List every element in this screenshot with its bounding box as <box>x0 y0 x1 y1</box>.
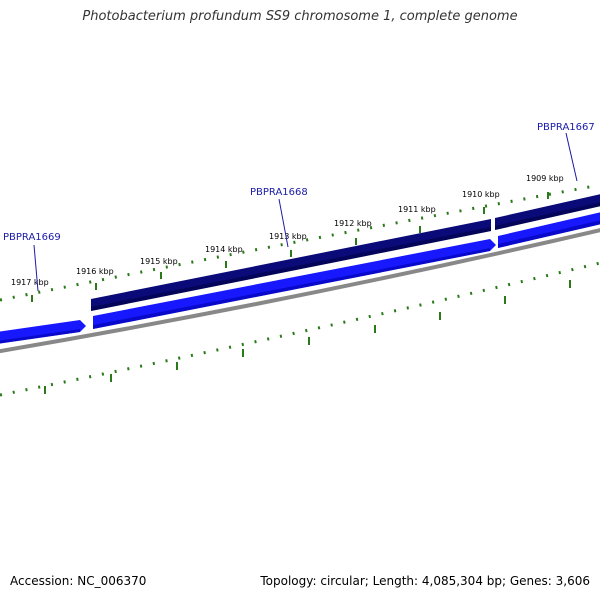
inner-major-ticks <box>44 280 571 394</box>
kbp-label: 1909 kbp <box>526 174 564 183</box>
accession-text: Accession: NC_006370 <box>10 574 147 588</box>
genome-backbone <box>0 228 600 354</box>
gene-pbpra1667-reverse-shade <box>495 202 600 230</box>
outer-major-ticks <box>31 192 549 302</box>
kbp-labels: 1917 kbp 1916 kbp 1915 kbp 1914 kbp 1913… <box>11 174 564 287</box>
reverse-strand-genes <box>91 194 600 311</box>
gene-label-leaders <box>33 132 578 292</box>
genome-summary-text: Topology: circular; Length: 4,085,304 bp… <box>260 574 590 588</box>
kbp-label: 1914 kbp <box>205 245 243 254</box>
map-title: Photobacterium profundum SS9 chromosome … <box>82 9 518 24</box>
kbp-label: 1917 kbp <box>11 278 49 287</box>
gene-pbpra1668-forward-shade <box>93 248 490 329</box>
gene-label-pbpra1669[interactable]: PBPRA1669 <box>3 232 61 243</box>
gene-pbpra1668-reverse-shade <box>91 227 491 311</box>
gene-label-pbpra1668[interactable]: PBPRA1668 <box>250 187 308 198</box>
gene-labels: PBPRA1669 PBPRA1668 PBPRA1667 <box>3 122 595 243</box>
gene-pbpra1667-forward-shade <box>498 220 600 248</box>
kbp-label: 1910 kbp <box>462 190 500 199</box>
forward-strand-genes <box>0 212 600 344</box>
kbp-label: 1916 kbp <box>76 267 114 276</box>
kbp-label: 1915 kbp <box>140 257 178 266</box>
gene-label-pbpra1667[interactable]: PBPRA1667 <box>537 122 595 133</box>
kbp-label: 1913 kbp <box>269 232 307 241</box>
kbp-label: 1911 kbp <box>398 205 436 214</box>
gene-pbpra1669-forward-shade <box>0 329 80 344</box>
kbp-label: 1912 kbp <box>334 219 372 228</box>
